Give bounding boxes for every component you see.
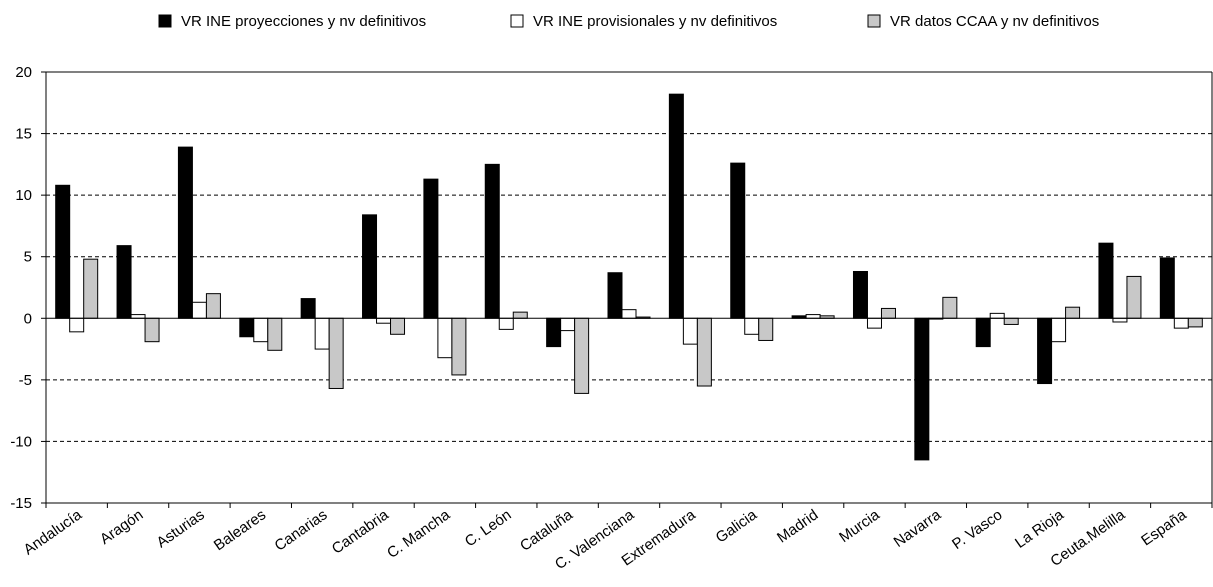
bar-2-1 bbox=[130, 314, 146, 319]
bar-3-4 bbox=[328, 317, 344, 389]
y-tick-label: 20 bbox=[15, 64, 32, 81]
x-tick-label: Baleares bbox=[211, 506, 269, 554]
bar-1-7 bbox=[484, 163, 500, 319]
bar-3-7 bbox=[512, 311, 528, 319]
x-tick-label: P. Vasco bbox=[949, 506, 1005, 553]
bar-2-3 bbox=[253, 317, 269, 343]
bar-3-18 bbox=[1187, 317, 1203, 328]
x-tick-labels: Andalucía Aragón Asturias Baleares CanariasC… bbox=[21, 506, 1191, 573]
bars bbox=[55, 93, 1203, 461]
bar-3-2 bbox=[205, 293, 221, 319]
bar-1-4 bbox=[300, 298, 316, 319]
bar-2-18 bbox=[1173, 317, 1189, 329]
x-tick-label: C. Mancha bbox=[384, 506, 454, 562]
x-tick-label: Cantabria bbox=[329, 506, 393, 558]
bar-3-5 bbox=[390, 317, 406, 335]
bar-2-8 bbox=[560, 317, 576, 332]
bar-1-8 bbox=[546, 317, 562, 348]
bar-3-13 bbox=[880, 307, 896, 319]
bar-3-1 bbox=[144, 317, 160, 343]
x-tick-label: España bbox=[1138, 506, 1190, 549]
bar-2-10 bbox=[682, 317, 698, 345]
y-tick-label: -10 bbox=[10, 433, 32, 450]
x-tick-label: Galicia bbox=[713, 506, 761, 547]
bar-3-16 bbox=[1065, 306, 1081, 319]
x-tick-label: Murcia bbox=[836, 506, 883, 546]
bar-2-11 bbox=[744, 317, 760, 335]
bar-2-9 bbox=[621, 309, 637, 319]
legend-swatch-2 bbox=[510, 14, 524, 28]
bar-1-14 bbox=[914, 317, 930, 461]
bar-2-7 bbox=[498, 317, 514, 330]
bar-2-4 bbox=[314, 317, 330, 350]
bar-1-18 bbox=[1159, 257, 1175, 319]
x-tick-label: La Rioja bbox=[1012, 506, 1067, 552]
bar-1-17 bbox=[1098, 242, 1114, 319]
bar-3-14 bbox=[942, 296, 958, 319]
x-tick-label: Canarias bbox=[272, 506, 331, 554]
bar-1-13 bbox=[852, 270, 868, 319]
bar-2-5 bbox=[376, 317, 392, 324]
y-tick-label: 5 bbox=[24, 249, 32, 266]
x-tick-label: Asturias bbox=[154, 506, 208, 551]
bar-2-12 bbox=[805, 314, 821, 319]
x-tick-label: Aragón bbox=[97, 506, 146, 548]
bar-1-15 bbox=[975, 317, 991, 348]
bar-2-13 bbox=[866, 317, 882, 329]
legend: VR INE proyecciones y nv definitivos VR I… bbox=[158, 13, 1099, 30]
bar-1-10 bbox=[668, 93, 684, 319]
bar-2-16 bbox=[1051, 317, 1067, 343]
bar-2-6 bbox=[437, 317, 453, 359]
bar-1-5 bbox=[362, 214, 378, 319]
x-tick-label: C. León bbox=[462, 506, 515, 550]
bar-2-0 bbox=[69, 317, 85, 333]
y-tick-label: 0 bbox=[24, 310, 32, 327]
bar-3-10 bbox=[696, 317, 712, 387]
legend-swatch-1 bbox=[158, 14, 172, 28]
bar-3-17 bbox=[1126, 275, 1142, 319]
bar-1-0 bbox=[55, 184, 71, 319]
bar-2-2 bbox=[191, 301, 207, 319]
legend-label-3: VR datos CCAA y nv definitivos bbox=[890, 13, 1099, 30]
bar-2-17 bbox=[1112, 317, 1128, 323]
x-tick-label: Andalucía bbox=[21, 506, 86, 559]
bar-1-16 bbox=[1037, 317, 1053, 385]
bar-3-3 bbox=[267, 317, 283, 351]
legend-swatch-3 bbox=[867, 14, 881, 28]
y-tick-label: -15 bbox=[10, 495, 32, 512]
bar-2-15 bbox=[989, 312, 1005, 319]
bar-3-8 bbox=[574, 317, 590, 394]
bar-3-15 bbox=[1003, 317, 1019, 325]
bar-1-2 bbox=[177, 146, 193, 319]
y-tick-label: 15 bbox=[15, 126, 32, 143]
bar-3-6 bbox=[451, 317, 467, 376]
y-tick-label: 10 bbox=[15, 187, 32, 204]
legend-label-1: VR INE proyecciones y nv definitivos bbox=[181, 13, 426, 30]
x-tick-label: Navarra bbox=[891, 506, 945, 551]
legend-label-2: VR INE provisionales y nv definitivos bbox=[533, 13, 777, 30]
bar-3-11 bbox=[758, 317, 774, 341]
bar-1-3 bbox=[239, 317, 255, 338]
bar-1-9 bbox=[607, 272, 623, 319]
gridlines bbox=[46, 71, 1212, 442]
bar-1-11 bbox=[730, 162, 746, 319]
bar-3-0 bbox=[83, 258, 99, 319]
y-tick-label: -5 bbox=[19, 372, 32, 389]
x-tick-label: Madrid bbox=[774, 506, 821, 546]
y-tick-labels: -15 -10 -5 0 5 10 15 20 bbox=[10, 64, 32, 512]
axes bbox=[41, 71, 1213, 508]
bar-1-1 bbox=[116, 245, 132, 319]
bar-1-6 bbox=[423, 178, 439, 319]
